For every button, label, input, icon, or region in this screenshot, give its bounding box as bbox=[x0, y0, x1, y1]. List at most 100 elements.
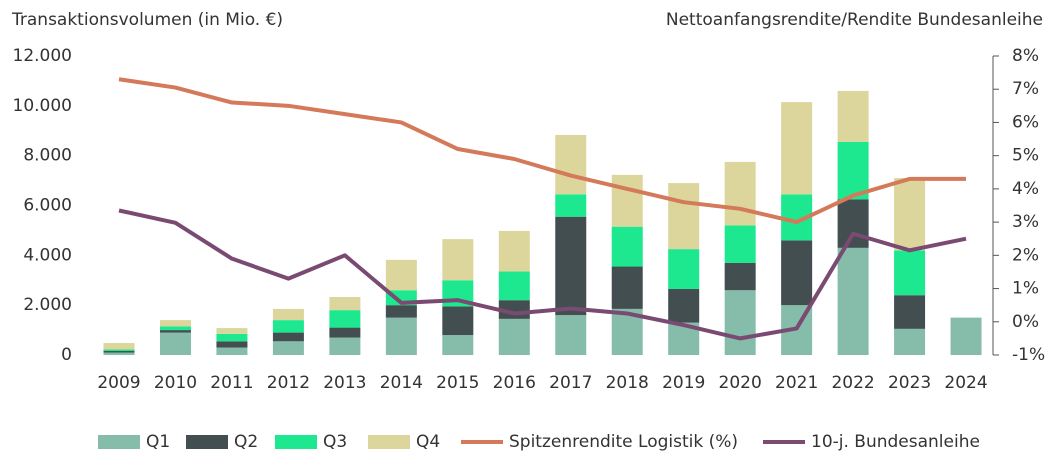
y2-tick-label: 0% bbox=[1012, 312, 1039, 332]
bar-segment bbox=[894, 250, 926, 296]
bar-segment bbox=[555, 315, 587, 355]
bar-segment bbox=[611, 174, 643, 227]
x-tick-label: 2009 bbox=[97, 373, 140, 393]
bar-segment bbox=[668, 288, 700, 323]
y2-tick-label: 7% bbox=[1012, 79, 1039, 99]
x-tick-label: 2012 bbox=[267, 373, 310, 393]
x-tick-label: 2021 bbox=[775, 373, 818, 393]
y2-tick-label: 2% bbox=[1012, 245, 1039, 265]
legend-swatch bbox=[98, 435, 140, 449]
y2-tick-label: 3% bbox=[1012, 212, 1039, 232]
x-tick-label: 2020 bbox=[719, 373, 762, 393]
bar-segment bbox=[837, 247, 869, 355]
x-tick-label: 2022 bbox=[831, 373, 874, 393]
y2-tick-label: 4% bbox=[1012, 179, 1039, 199]
y2-tick-label: 8% bbox=[1012, 46, 1039, 66]
bar-segment bbox=[103, 351, 135, 353]
bar-segment bbox=[159, 326, 191, 331]
bar-segment bbox=[216, 328, 248, 334]
bar-segment bbox=[724, 262, 756, 291]
y-axis-title: Transaktionsvolumen (in Mio. €) bbox=[11, 10, 283, 30]
x-tick-label: 2016 bbox=[493, 373, 536, 393]
bar-segment bbox=[611, 226, 643, 267]
bar-segment bbox=[668, 249, 700, 289]
bar-segment bbox=[668, 183, 700, 250]
x-tick-label: 2014 bbox=[380, 373, 423, 393]
bar-segment bbox=[385, 305, 417, 318]
bar-segment bbox=[272, 320, 304, 333]
legend-label: Q1 bbox=[146, 432, 170, 452]
x-tick-label: 2017 bbox=[549, 373, 592, 393]
x-tick-label: 2023 bbox=[888, 373, 931, 393]
bar-segment bbox=[555, 216, 587, 316]
y-tick-label: 8.000 bbox=[23, 146, 72, 166]
bar-segment bbox=[781, 102, 813, 195]
x-tick-label: 2024 bbox=[944, 373, 987, 393]
bar-segment bbox=[272, 308, 304, 321]
y-tick-label: 12.000 bbox=[13, 46, 72, 66]
bar-segment bbox=[498, 271, 530, 301]
legend-swatch bbox=[368, 435, 410, 449]
bar-segment bbox=[442, 239, 474, 281]
legend-label: Q2 bbox=[234, 432, 258, 452]
bar-segment bbox=[216, 333, 248, 342]
y2-tick-label: 5% bbox=[1012, 146, 1039, 166]
x-tick-label: 2011 bbox=[210, 373, 253, 393]
bar-segment bbox=[159, 320, 191, 327]
y-tick-label: 10.000 bbox=[13, 96, 72, 116]
bar-segment bbox=[724, 290, 756, 355]
legend-label: Q4 bbox=[416, 432, 440, 452]
x-tick-label: 2018 bbox=[606, 373, 649, 393]
y-tick-label: 4.000 bbox=[23, 245, 72, 265]
x-tick-label: 2019 bbox=[662, 373, 705, 393]
bar-segment bbox=[385, 317, 417, 355]
bar-segment bbox=[272, 332, 304, 342]
x-tick-label: 2013 bbox=[323, 373, 366, 393]
bar-segment bbox=[329, 337, 361, 355]
bar-segment bbox=[159, 330, 191, 333]
bar-segment bbox=[103, 352, 135, 355]
x-tick-label: 2015 bbox=[436, 373, 479, 393]
bar-segment bbox=[216, 347, 248, 355]
bar-segment bbox=[837, 199, 869, 248]
bar-segment bbox=[894, 178, 926, 251]
bar-segment bbox=[555, 194, 587, 217]
y2-tick-label: 1% bbox=[1012, 279, 1039, 299]
bar-segment bbox=[724, 161, 756, 226]
bar-segment bbox=[103, 343, 135, 350]
line bbox=[118, 77, 967, 225]
x-tick-label: 2010 bbox=[154, 373, 197, 393]
y2-tick-label: -1% bbox=[1012, 345, 1045, 365]
legend-label: Spitzenrendite Logistik (%) bbox=[509, 432, 738, 452]
bar-segment bbox=[894, 328, 926, 355]
bar-segment bbox=[837, 90, 869, 142]
bar-segment bbox=[950, 317, 982, 355]
bar-segment bbox=[837, 141, 869, 200]
legend-label: Q3 bbox=[323, 432, 347, 452]
bar-segment bbox=[442, 306, 474, 336]
y-tick-label: 0 bbox=[61, 345, 72, 365]
bar-segment bbox=[385, 259, 417, 291]
y2-axis-title: Nettoanfangsrendite/Rendite Bundesanleih… bbox=[666, 10, 1043, 30]
legend-label: 10-j. Bundesanleihe bbox=[811, 432, 980, 452]
y2-tick-label: 6% bbox=[1012, 112, 1039, 132]
y-tick-label: 6.000 bbox=[23, 196, 72, 216]
bar-segment bbox=[216, 341, 248, 348]
bar-segment bbox=[329, 310, 361, 328]
bar-segment bbox=[442, 335, 474, 355]
bar-segment bbox=[272, 341, 304, 355]
legend-swatch bbox=[186, 435, 228, 449]
line bbox=[118, 208, 967, 341]
bar-segment bbox=[329, 296, 361, 311]
bar-segment bbox=[781, 240, 813, 306]
bar-segment bbox=[724, 225, 756, 263]
bar-segment bbox=[894, 295, 926, 329]
bar-segment bbox=[329, 327, 361, 338]
bar-segment bbox=[611, 266, 643, 309]
bar-segment bbox=[498, 318, 530, 355]
bar-segment bbox=[498, 230, 530, 272]
y-tick-label: 2.000 bbox=[23, 295, 72, 315]
bar-segment bbox=[159, 332, 191, 355]
legend-swatch bbox=[275, 435, 317, 449]
